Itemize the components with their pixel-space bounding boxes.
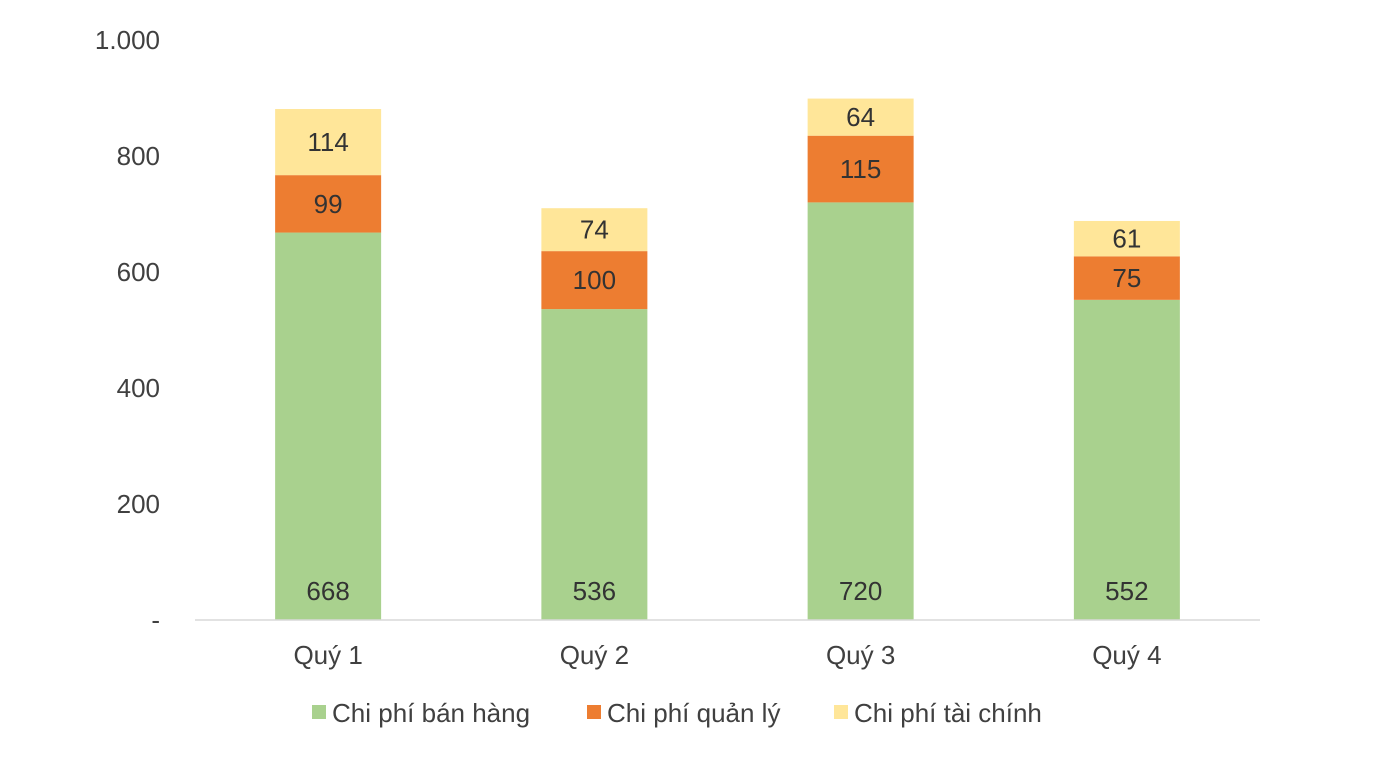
bar-segment [275, 109, 382, 176]
bar-segment [1073, 220, 1180, 257]
data-label: 536 [573, 576, 616, 606]
data-label: 74 [580, 215, 609, 245]
legend-swatch [312, 705, 326, 719]
bar-segment [1073, 256, 1180, 300]
bar-segment [541, 309, 648, 620]
data-label: 114 [307, 127, 348, 157]
bar-segment [541, 208, 648, 252]
y-axis: - 200 400 600 800 1.000 [95, 25, 160, 635]
bar-segment [275, 232, 382, 620]
bar-segment [275, 175, 382, 233]
y-tick-label: 600 [117, 257, 160, 287]
data-label: 668 [306, 576, 349, 606]
data-label: 75 [1112, 263, 1141, 293]
legend-label: Chi phí bán hàng [332, 698, 530, 728]
data-label: 720 [839, 576, 882, 606]
data-label: 115 [840, 154, 881, 184]
x-tick-label: Quý 2 [560, 640, 629, 670]
bar-segment [807, 98, 914, 136]
data-label: 552 [1105, 576, 1148, 606]
legend-swatch [834, 705, 848, 719]
bar-segment [807, 135, 914, 203]
y-tick-label: 200 [117, 489, 160, 519]
data-label: 61 [1112, 224, 1141, 254]
data-label: 99 [314, 189, 343, 219]
y-tick-label: 1.000 [95, 25, 160, 55]
y-tick-label: 800 [117, 141, 160, 171]
legend-label: Chi phí quản lý [607, 698, 780, 728]
bar-segment [1073, 299, 1180, 620]
y-tick-label: 400 [117, 373, 160, 403]
x-tick-label: Quý 4 [1092, 640, 1161, 670]
bar-segment [541, 251, 648, 310]
x-tick-label: Quý 3 [826, 640, 895, 670]
y-tick-label: - [151, 605, 160, 635]
bar-segment [807, 202, 914, 620]
legend: Chi phí bán hàng Chi phí quản lý Chi phí t… [312, 698, 1042, 728]
bars: 668 99 114 536 100 74 720 115 64 552 75 61 [275, 98, 1180, 620]
data-label: 100 [573, 265, 616, 295]
legend-label: Chi phí tài chính [854, 698, 1042, 728]
legend-swatch [587, 705, 601, 719]
data-label: 64 [846, 102, 875, 132]
x-axis: Quý 1 Quý 2 Quý 3 Quý 4 [293, 640, 1161, 670]
x-tick-label: Quý 1 [293, 640, 362, 670]
